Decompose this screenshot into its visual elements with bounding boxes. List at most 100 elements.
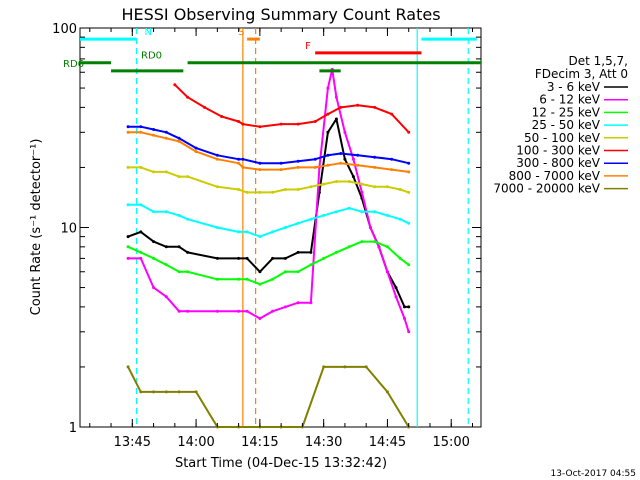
data-point-50-100-kev	[126, 165, 130, 169]
data-point-6-12-kev	[368, 226, 372, 229]
legend-label-7000-20000-kev: 7000 - 20000 keV	[493, 182, 600, 196]
data-point-6-12-kev	[237, 309, 241, 313]
data-point-6-12-kev	[403, 317, 406, 320]
data-point-7000-20000-kev	[152, 390, 156, 394]
legend-label-25-50-kev: 25 - 50 keV	[532, 118, 601, 132]
data-point-6-12-kev	[360, 190, 364, 194]
series-line-100-300-kev	[174, 83, 410, 133]
y-axis-label: Count Rate (s⁻¹ detector⁻¹)	[29, 139, 44, 316]
data-point-800-7000-kev	[139, 130, 143, 134]
data-point-7000-20000-kev	[126, 365, 130, 369]
y-tick-label: 1	[69, 421, 77, 436]
legend-label-100-300-kev: 100 - 300 keV	[516, 144, 600, 158]
data-point-300-800-kev	[326, 153, 330, 157]
legend-label-6-12-kev: 6 - 12 keV	[539, 93, 601, 107]
series-line-6-12-kev	[128, 68, 410, 333]
data-point-3-6-kev	[152, 240, 156, 244]
data-point-50-100-kev	[385, 185, 389, 189]
data-point-25-50-kev	[385, 213, 389, 217]
data-point-800-7000-kev	[373, 165, 377, 169]
data-point-100-300-kev	[186, 95, 190, 99]
data-point-3-6-kev	[215, 256, 219, 260]
data-point-12-25-kev	[271, 277, 275, 281]
data-point-12-25-kev	[407, 263, 411, 267]
data-point-12-25-kev	[237, 277, 241, 281]
data-point-300-800-kev	[241, 157, 245, 161]
data-point-6-12-kev	[296, 301, 300, 305]
data-point-300-800-kev	[152, 128, 156, 131]
data-point-6-12-kev	[152, 286, 156, 290]
data-point-25-50-kev	[347, 206, 351, 210]
data-point-50-100-kev	[360, 182, 364, 186]
data-point-7000-20000-kev	[177, 390, 181, 394]
state-bar-label-n: N	[145, 27, 152, 38]
data-point-3-6-kev	[394, 286, 398, 290]
data-point-6-12-kev	[407, 330, 411, 334]
data-point-6-12-kev	[326, 86, 330, 90]
data-point-12-25-kev	[164, 263, 168, 267]
state-bar-label-f: F	[305, 41, 311, 52]
data-point-12-25-kev	[283, 270, 287, 274]
data-point-50-100-kev	[164, 170, 168, 174]
data-point-100-300-kev	[279, 122, 283, 126]
data-point-12-25-kev	[322, 256, 326, 260]
data-point-25-50-kev	[164, 210, 168, 214]
data-point-25-50-kev	[360, 210, 364, 214]
data-point-12-25-kev	[360, 240, 364, 244]
data-point-12-25-kev	[177, 270, 181, 274]
data-point-6-12-kev	[351, 157, 355, 161]
data-point-50-100-kev	[258, 190, 262, 194]
data-point-800-7000-kev	[390, 168, 394, 172]
data-point-3-6-kev	[326, 130, 330, 134]
x-tick-label: 15:00	[432, 435, 469, 450]
data-point-7000-20000-kev	[343, 365, 347, 369]
data-point-6-12-kev	[309, 301, 313, 305]
data-point-300-800-kev	[177, 136, 181, 140]
data-point-800-7000-kev	[177, 139, 181, 143]
data-point-800-7000-kev	[279, 168, 283, 172]
data-point-300-800-kev	[356, 153, 360, 157]
data-point-300-800-kev	[164, 130, 168, 134]
data-point-12-25-kev	[385, 245, 389, 249]
data-point-25-50-kev	[407, 221, 411, 225]
data-point-25-50-kev	[126, 203, 130, 207]
data-point-50-100-kev	[283, 188, 287, 191]
data-point-6-12-kev	[126, 256, 130, 260]
data-point-25-50-kev	[334, 210, 338, 214]
legend-label-800-7000-kev: 800 - 7000 keV	[509, 169, 601, 183]
data-point-50-100-kev	[407, 190, 411, 194]
data-point-3-6-kev	[283, 256, 287, 260]
data-point-300-800-kev	[194, 146, 198, 150]
data-point-25-50-kev	[245, 230, 249, 234]
data-point-3-6-kev	[351, 175, 355, 179]
data-point-6-12-kev	[177, 309, 181, 313]
data-point-6-12-kev	[215, 309, 219, 313]
data-point-12-25-kev	[245, 277, 249, 281]
data-point-50-100-kev	[186, 175, 190, 179]
data-point-50-100-kev	[309, 185, 313, 189]
data-point-6-12-kev	[271, 309, 275, 313]
data-point-800-7000-kev	[152, 133, 156, 137]
data-point-100-300-kev	[313, 120, 317, 123]
state-bar-label-rd0: RD0	[141, 51, 162, 62]
data-point-3-6-kev	[309, 250, 313, 254]
x-tick-label: 14:15	[241, 435, 278, 450]
data-point-100-300-kev	[220, 115, 224, 118]
x-tick-label: 14:45	[369, 435, 406, 450]
series-line-300-800-kev	[128, 125, 409, 165]
data-point-800-7000-kev	[194, 150, 198, 154]
data-point-25-50-kev	[237, 230, 241, 234]
data-point-7000-20000-kev	[139, 390, 143, 394]
data-point-50-100-kev	[322, 182, 326, 186]
data-point-100-300-kev	[339, 105, 343, 109]
data-point-100-300-kev	[258, 125, 262, 129]
legend-label-300-800-kev: 300 - 800 keV	[516, 156, 600, 170]
x-axis-label: Start Time (04-Dec-15 13:32:42)	[175, 456, 387, 471]
data-point-3-6-kev	[334, 117, 338, 121]
data-point-800-7000-kev	[215, 157, 219, 161]
data-point-50-100-kev	[245, 190, 249, 194]
data-point-50-100-kev	[237, 188, 241, 191]
data-point-300-800-kev	[339, 152, 343, 155]
data-point-6-12-kev	[343, 130, 347, 134]
data-point-12-25-kev	[215, 277, 219, 281]
